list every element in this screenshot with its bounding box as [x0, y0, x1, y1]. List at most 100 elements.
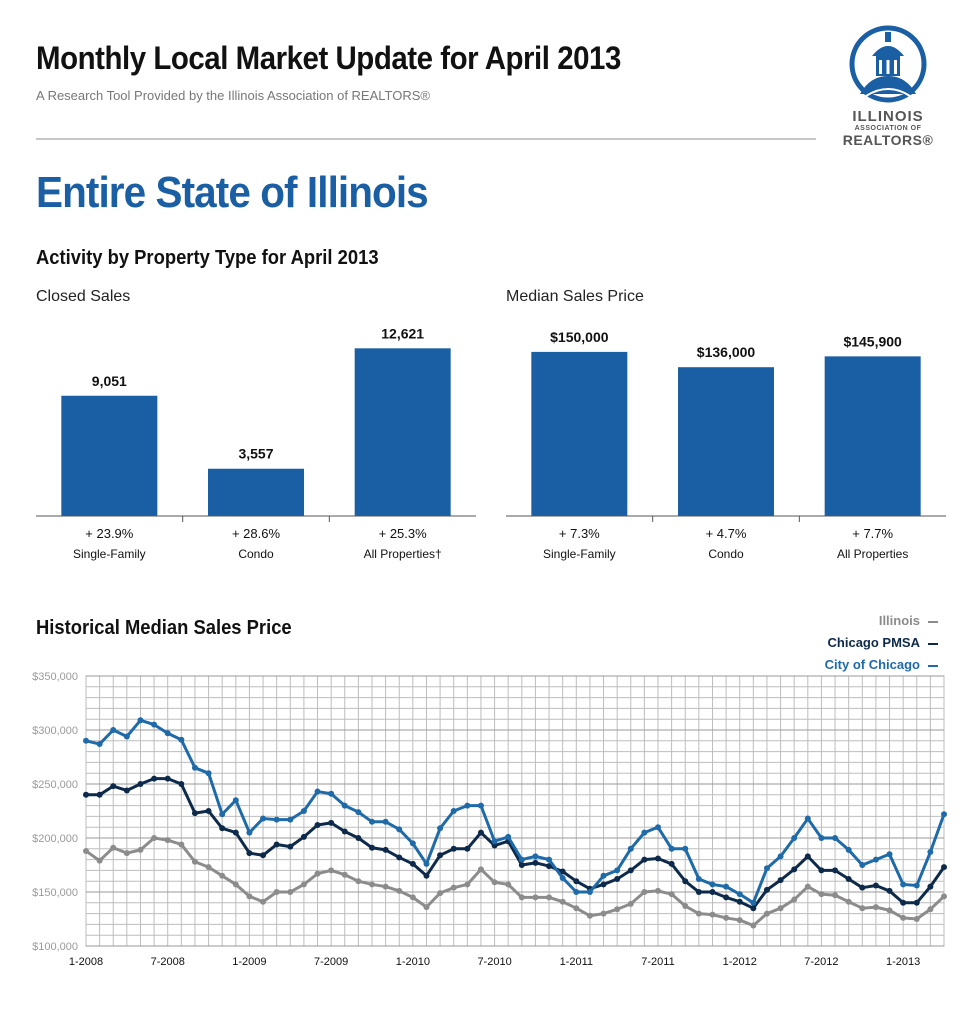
data-point-illinois [559, 898, 566, 905]
data-point-chicago-pmsa [246, 850, 253, 857]
data-point-illinois [927, 906, 934, 913]
data-point-chicago-pmsa [232, 829, 239, 836]
closed-sales-change-label-single-family: + 23.9% [85, 526, 134, 541]
data-point-city-of-chicago [641, 829, 648, 836]
data-point-chicago-pmsa [614, 876, 621, 883]
data-point-city-of-chicago [273, 816, 280, 823]
closed-sales-bar-all-properties [354, 348, 451, 516]
data-point-city-of-chicago [341, 802, 348, 809]
data-point-illinois [355, 878, 362, 885]
x-tick-label: 1-2013 [886, 956, 920, 968]
data-point-chicago-pmsa [818, 867, 825, 874]
median-price-value-label-condo: $136,000 [697, 344, 756, 360]
data-point-chicago-pmsa [437, 852, 444, 859]
data-point-city-of-chicago [164, 730, 171, 737]
data-point-city-of-chicago [137, 717, 144, 724]
data-point-illinois [246, 893, 253, 900]
data-point-illinois [627, 900, 634, 907]
data-point-chicago-pmsa [300, 833, 307, 840]
data-point-city-of-chicago [682, 845, 689, 852]
data-point-chicago-pmsa [886, 887, 893, 894]
data-point-chicago-pmsa [178, 781, 185, 787]
data-point-chicago-pmsa [682, 878, 689, 885]
data-point-city-of-chicago [477, 802, 484, 809]
data-point-chicago-pmsa [804, 853, 811, 860]
x-tick-label: 7-2011 [641, 956, 674, 968]
data-point-city-of-chicago [668, 845, 675, 852]
legend-item-city-of-chicago: City of Chicago [825, 654, 938, 676]
data-point-city-of-chicago [872, 856, 879, 863]
data-point-chicago-pmsa [423, 872, 430, 879]
header-divider [36, 138, 816, 140]
legend-swatch-illinois [928, 620, 938, 623]
data-point-illinois [205, 864, 212, 871]
data-point-illinois [164, 837, 171, 844]
legend-swatch-chicago-pmsa [928, 642, 938, 645]
median-price-change-label-condo: + 4.7% [706, 526, 747, 541]
data-point-city-of-chicago [586, 889, 593, 895]
closed-sales-bar-condo [208, 468, 304, 516]
data-point-city-of-chicago [709, 881, 716, 888]
capitol-dome-icon [849, 25, 927, 103]
legend-item-illinois: Illinois [825, 610, 938, 632]
data-point-illinois [341, 871, 348, 878]
median-price-title: Median Sales Price [506, 288, 644, 305]
data-point-chicago-pmsa [205, 808, 212, 814]
data-point-illinois [477, 866, 484, 873]
median-price-change-label-single-family: + 7.3% [559, 526, 600, 541]
logo-wordmark-association: ASSOCIATION OF [854, 125, 922, 132]
data-point-illinois [396, 887, 403, 894]
data-point-illinois [818, 891, 825, 898]
data-point-city-of-chicago [96, 741, 103, 748]
median-price-bar-condo [678, 367, 774, 516]
data-point-city-of-chicago [450, 808, 457, 814]
data-point-chicago-pmsa [491, 842, 498, 849]
data-point-city-of-chicago [328, 790, 335, 797]
closed-sales-value-label-single-family: 9,051 [92, 373, 127, 389]
closed-sales-value-label-all-properties: 12,621 [381, 325, 424, 341]
data-point-city-of-chicago [246, 829, 253, 836]
data-point-illinois [151, 835, 158, 841]
data-point-illinois [273, 889, 280, 895]
legend-label-illinois: Illinois [878, 613, 920, 628]
series-line-illinois [85, 836, 946, 927]
closed-sales-title: Closed Sales [36, 288, 131, 305]
x-tick-label: 1-2008 [69, 956, 103, 968]
data-point-city-of-chicago [369, 818, 375, 825]
data-point-city-of-chicago [573, 889, 580, 895]
y-tick-label: $150,000 [32, 887, 78, 899]
data-point-illinois [872, 904, 879, 911]
data-point-chicago-pmsa [260, 852, 267, 859]
data-point-chicago-pmsa [477, 829, 484, 836]
data-point-city-of-chicago [382, 818, 389, 825]
data-point-illinois [886, 907, 893, 914]
data-point-city-of-chicago [151, 721, 158, 728]
x-tick-label: 7-2009 [314, 956, 348, 968]
data-point-city-of-chicago [777, 853, 784, 860]
data-point-illinois [682, 903, 689, 910]
data-point-chicago-pmsa [382, 846, 389, 853]
data-point-city-of-chicago [260, 815, 267, 822]
data-point-city-of-chicago [355, 809, 362, 816]
data-point-chicago-pmsa [750, 905, 757, 912]
data-point-city-of-chicago [927, 849, 934, 856]
y-tick-label: $350,000 [32, 671, 78, 683]
data-point-illinois [505, 881, 512, 888]
data-point-illinois [464, 881, 471, 888]
data-point-illinois [178, 841, 185, 848]
x-tick-label: 7-2012 [804, 956, 838, 968]
data-point-chicago-pmsa [191, 810, 198, 817]
data-point-city-of-chicago [723, 883, 730, 890]
data-point-chicago-pmsa [96, 791, 103, 798]
legend-label-city-of-chicago: City of Chicago [824, 657, 920, 672]
section-title: Activity by Property Type for April 2013 [36, 247, 379, 269]
data-point-illinois [709, 911, 716, 918]
data-point-city-of-chicago [518, 856, 525, 863]
data-point-illinois [450, 884, 457, 891]
data-point-illinois [804, 883, 811, 890]
y-tick-label: $300,000 [32, 725, 78, 737]
data-point-chicago-pmsa [723, 894, 730, 901]
data-point-city-of-chicago [614, 867, 621, 874]
data-point-illinois [437, 890, 444, 897]
page-subtitle: A Research Tool Provided by the Illinois… [36, 88, 430, 103]
